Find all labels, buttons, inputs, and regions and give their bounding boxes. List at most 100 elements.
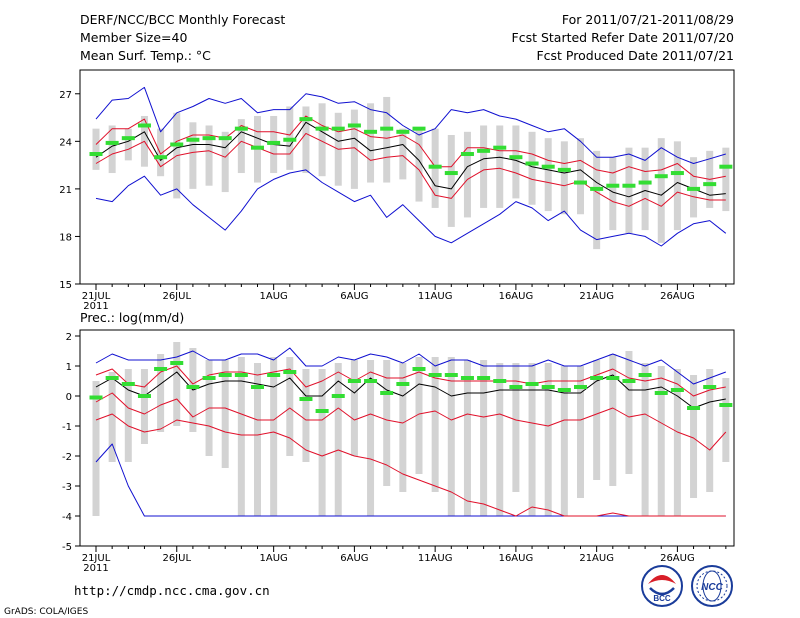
temp-ensemble-mark [380, 126, 394, 131]
precip-ensemble-mark [412, 367, 426, 371]
precip-x-tick-label: 21JUL [82, 553, 111, 564]
precip-spread-box [367, 360, 375, 516]
temp-ensemble-mark [331, 126, 345, 131]
ncc-logo: NCC [691, 565, 733, 607]
temp-spread-box [124, 128, 132, 161]
precip-ensemble-mark [396, 382, 410, 386]
precip-y-tick-label: -3 [62, 482, 72, 493]
produced-date: Fcst Produced Date 2011/07/21 [536, 48, 734, 63]
temp-spread-box [544, 138, 552, 212]
precip-ensemble-mark [202, 376, 216, 380]
precip-spread-box [108, 372, 116, 462]
temp-line-min [95, 169, 727, 247]
member-size: Member Size=40 [80, 30, 187, 45]
temp-x-tick-label: 11AUG [418, 291, 453, 302]
temp-ensemble-mark [412, 126, 426, 131]
precip-spread-box [544, 363, 552, 516]
precip-ensemble-mark [299, 397, 313, 401]
temp-x-tick-label: 1AUG [260, 291, 288, 302]
precip-y-tick-label: -2 [62, 452, 72, 463]
grads-credit: GrADS: COLA/IGES [4, 607, 88, 617]
precip-spread-box [480, 360, 488, 516]
precip-ensemble-mark [622, 379, 636, 383]
precip-spread-box [496, 363, 504, 516]
precip-spread-box [447, 357, 455, 516]
precip-ensemble-mark [574, 385, 587, 389]
source-url: http://cmdp.ncc.cma.gov.cn [74, 583, 270, 598]
precip-spread-box [350, 360, 358, 456]
precip-ensemble-mark [267, 373, 281, 377]
temp-ensemble-mark [670, 171, 684, 176]
precip-spread-boxes [92, 342, 730, 516]
precip-spread-box [286, 357, 294, 456]
temp-spread-box [463, 131, 471, 218]
temp-ensemble-mark [509, 155, 523, 160]
temp-line-upper [95, 115, 726, 180]
precip-ensemble-mark [687, 406, 701, 410]
precip-spread-box [657, 366, 665, 516]
precip-line-max [95, 347, 726, 385]
precip-ensemble-mark [477, 376, 491, 380]
temp-ensemble-mark [574, 180, 587, 185]
precip-ensemble-mark [251, 385, 264, 389]
temp-ensemble-mark [234, 126, 248, 131]
temp-spread-box [657, 138, 665, 243]
temp-ensemble-mark [121, 136, 135, 141]
temp-ensemble-mark [347, 123, 361, 128]
precip-line-min [95, 443, 726, 517]
temp-ensemble-mark [541, 164, 555, 169]
temp-ensemble-mark [137, 123, 151, 128]
temp-spread-box [383, 96, 391, 183]
temperature-frame [79, 69, 735, 285]
temp-x-tick-label: 26JUL [162, 291, 191, 302]
temperature-x-axis: 21JUL 26JUL 1AUG 6AUG 11AUG 16AUG 21AUG 26AUG 20… [82, 284, 727, 312]
temp-ensemble-mark [493, 145, 507, 150]
temp-spread-box [157, 128, 165, 177]
precip-x-tick-label: 11AUG [418, 553, 453, 564]
temperature-ensemble-marks [89, 117, 733, 191]
precip-spread-box [593, 360, 601, 480]
temp-ensemble-mark [703, 182, 717, 187]
precip-spread-box [431, 357, 439, 492]
precip-spread-box [706, 369, 714, 492]
precip-spread-box [415, 357, 423, 474]
temperature-lines [95, 86, 727, 247]
precip-spread-box [560, 366, 568, 516]
temp-ensemble-mark [315, 126, 329, 131]
precip-ensemble-mark [719, 403, 733, 407]
precip-year-label: 2011 [83, 563, 108, 574]
precip-ensemble-mark [121, 382, 135, 386]
precip-ensemble-mark [89, 395, 103, 400]
precip-y-tick-label: -1 [62, 422, 72, 433]
precip-ensemble-mark [444, 373, 458, 377]
temp-spread-box [609, 157, 617, 231]
precip-spread-box [173, 342, 181, 426]
precip-ensemble-mark [218, 373, 232, 377]
precip-spread-box [157, 354, 165, 432]
temp-spread-box [415, 128, 423, 202]
precip-y-tick-label: 1 [66, 362, 72, 373]
temp-ensemble-mark [218, 136, 232, 141]
temp-spread-box [641, 147, 649, 231]
precip-ensemble-mark [234, 373, 248, 377]
precip-x-tick-label: 26JUL [162, 553, 191, 564]
bcc-logo: BCC [641, 565, 683, 607]
temp-x-tick-label: 6AUG [340, 291, 368, 302]
precip-ensemble-mark [154, 367, 168, 371]
precip-spread-box [334, 363, 342, 516]
temp-spread-box [350, 109, 358, 189]
precip-spread-box [383, 360, 391, 486]
precip-frame [79, 329, 735, 547]
precip-ensemble-mark [315, 409, 329, 413]
precip-ensemble-mark [283, 370, 297, 374]
precip-x-tick-label: 26AUG [660, 553, 695, 564]
precip-spread-box [690, 375, 698, 498]
temp-spread-box [528, 131, 536, 205]
precip-spread-box [673, 369, 681, 516]
bcc-logo-text: BCC [653, 594, 671, 603]
temp-ensemble-mark [396, 129, 410, 134]
variable-label: Mean Surf. Temp.: °C [80, 48, 211, 63]
temp-ensemble-mark [283, 137, 297, 142]
